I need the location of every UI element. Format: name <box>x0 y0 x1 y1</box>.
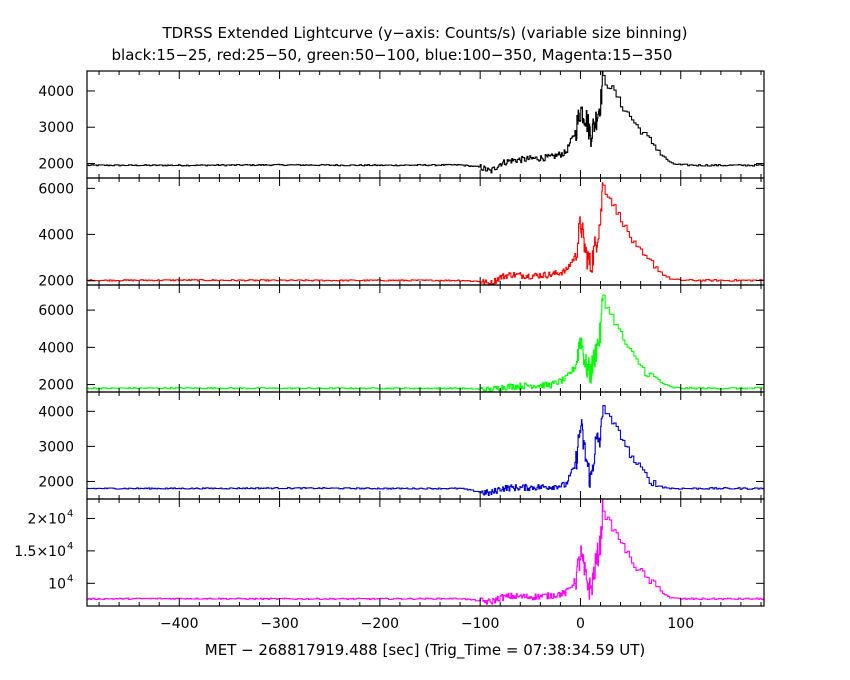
lightcurve-panel: 10 41.5×10 42×10 4 <box>14 498 765 607</box>
lightcurve-series-line <box>87 71 764 174</box>
y-tick-label-exponent: 4 <box>67 541 73 552</box>
y-tick-label: 2000 <box>38 156 74 172</box>
lightcurve-series-line <box>87 182 764 285</box>
panel-frame <box>86 391 765 500</box>
panel-frame <box>86 177 765 286</box>
panel-stack: 2000300040002000400060002000400060002000… <box>14 70 765 607</box>
panel-frame <box>86 284 765 393</box>
lightcurve-panel: 2000 4000 6000 <box>38 284 765 394</box>
y-tick-label: 3000 <box>38 120 74 136</box>
x-tick-label: −300 <box>260 616 298 632</box>
y-tick-label: 4000 <box>38 404 74 420</box>
x-tick-label: 0 <box>576 616 585 632</box>
lightcurve-panel: 2000 3000 4000 <box>38 70 765 179</box>
y-tick-label: 4000 <box>38 84 74 100</box>
lightcurve-panel: 2000 3000 4000 <box>38 391 765 500</box>
lightcurve-series-line <box>87 405 764 496</box>
y-tick-label: 6000 <box>38 181 74 197</box>
lightcurve-series-line <box>87 294 764 392</box>
panel-frame <box>86 498 765 607</box>
x-tick-label: −400 <box>160 616 198 632</box>
y-tick-label: 2000 <box>38 273 74 289</box>
chart-subtitle: black:15−25, red:25−50, green:50−100, bl… <box>112 46 673 64</box>
chart-title: TDRSS Extended Lightcurve (y−axis: Count… <box>162 24 688 42</box>
x-tick-label: −200 <box>361 616 399 632</box>
y-tick-label: 3000 <box>38 439 74 455</box>
lightcurve-panel: 2000 4000 6000 <box>38 177 765 289</box>
y-tick-label: 10 <box>48 576 66 592</box>
panel-frame <box>86 70 765 179</box>
x-axis-label: MET − 268817919.488 [sec] (Trig_Time = 0… <box>205 641 645 660</box>
y-tick-label-exponent: 4 <box>67 573 73 584</box>
lightcurve-series-line <box>87 499 764 605</box>
y-tick-label: 4000 <box>38 227 74 243</box>
x-tick-label: 100 <box>667 616 694 632</box>
y-tick-label: 2000 <box>38 378 74 394</box>
x-tick-label: −100 <box>461 616 499 632</box>
y-tick-label: 2×10 <box>28 511 66 527</box>
y-tick-label: 2000 <box>38 474 74 490</box>
y-tick-label: 4000 <box>38 340 74 356</box>
x-axis-tick-labels: −400 −300 −200 −100 0 100 <box>160 616 694 632</box>
y-tick-label-exponent: 4 <box>67 508 73 519</box>
y-tick-label: 6000 <box>38 303 74 319</box>
y-tick-label: 1.5×10 <box>14 544 66 560</box>
